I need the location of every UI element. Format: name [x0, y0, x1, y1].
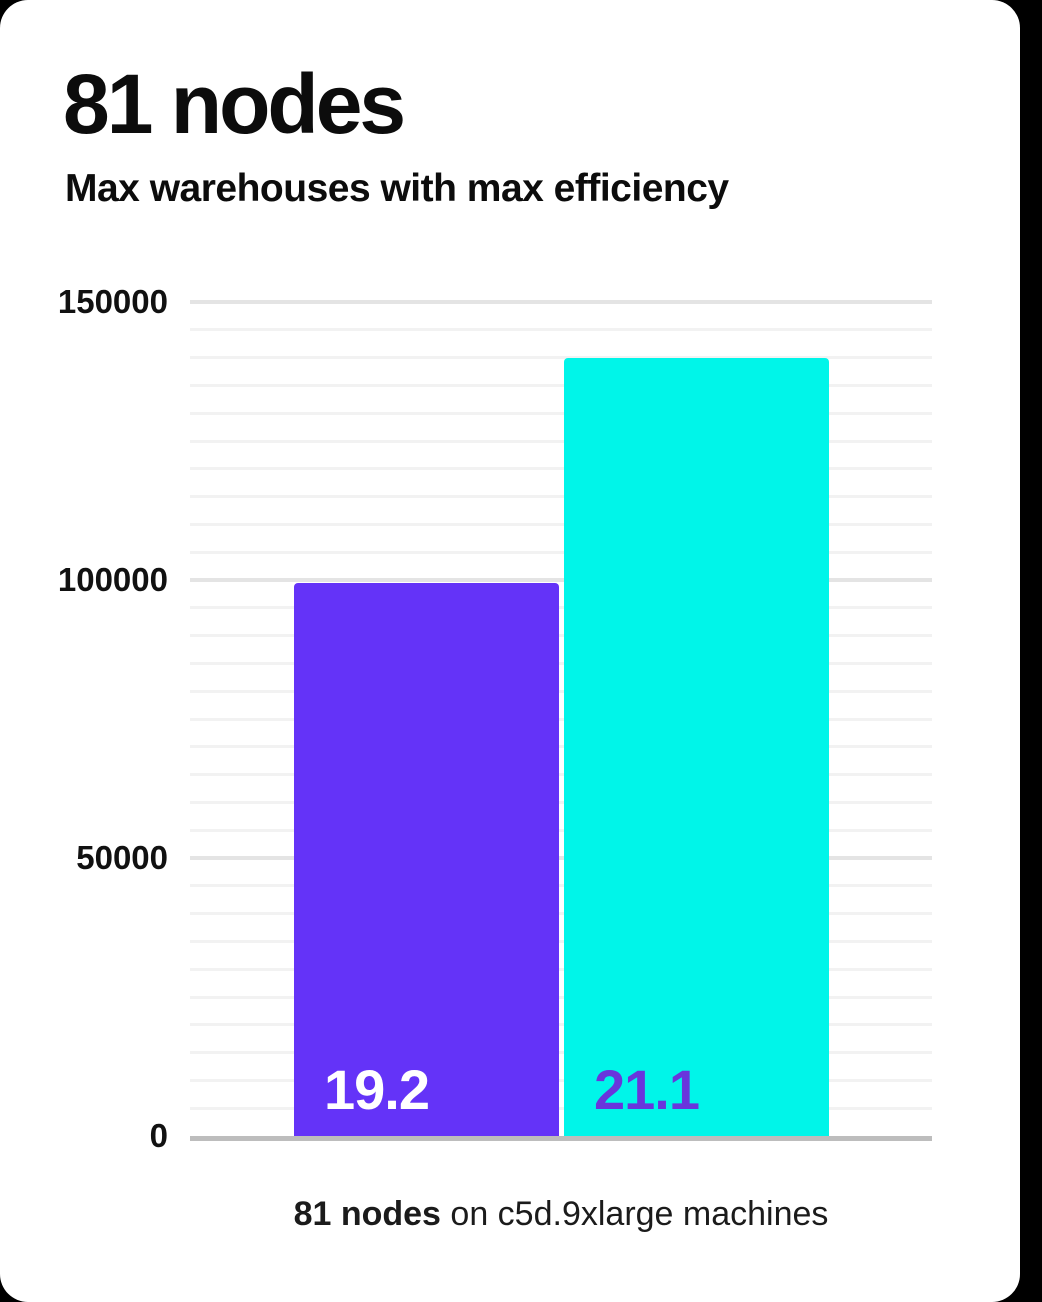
minor-gridline	[190, 996, 932, 999]
major-gridline	[190, 856, 932, 860]
y-tick-label: 100000	[57, 561, 168, 598]
minor-gridline	[190, 328, 932, 331]
bar-chart: 150000 100000 50000 0 19.2 21.1	[57, 283, 932, 1154]
minor-gridline	[190, 356, 932, 359]
minor-gridline	[190, 829, 932, 832]
page-subtitle: Max warehouses with max efficiency	[65, 167, 729, 210]
minor-gridline	[190, 690, 932, 693]
minor-gridline	[190, 440, 932, 443]
y-tick-label: 0	[149, 1117, 168, 1154]
y-tick-label: 50000	[76, 839, 168, 876]
bar-value-label: 19.2	[324, 1058, 430, 1121]
bar-21.1: 21.1	[564, 358, 829, 1136]
minor-gridline	[190, 745, 932, 748]
major-gridline	[190, 578, 932, 582]
minor-gridline	[190, 940, 932, 943]
minor-gridline	[190, 912, 932, 915]
caption-regular-text: on c5d.9xlarge machines	[440, 1195, 829, 1233]
page-title: 81 nodes	[63, 57, 406, 151]
minor-gridline	[190, 718, 932, 721]
minor-gridline	[190, 1079, 932, 1082]
y-tick-label: 150000	[57, 283, 168, 320]
minor-gridline	[190, 884, 932, 887]
minor-gridline	[190, 523, 932, 526]
minor-gridline	[190, 495, 932, 498]
minor-gridline	[190, 1023, 932, 1026]
benchmark-card: 81 nodes Max warehouses with max efficie…	[0, 0, 1020, 1302]
minor-gridline	[190, 1051, 932, 1054]
minor-gridline	[190, 1107, 932, 1110]
minor-gridline	[190, 467, 932, 470]
minor-gridline	[190, 384, 932, 387]
minor-gridline	[190, 551, 932, 554]
minor-gridline	[190, 773, 932, 776]
major-gridline	[190, 300, 932, 304]
minor-gridline	[190, 968, 932, 971]
minor-gridline	[190, 412, 932, 415]
minor-gridline	[190, 662, 932, 665]
minor-gridline	[190, 606, 932, 609]
caption-bold-text: 81 nodes	[293, 1195, 441, 1233]
bar-value-label: 21.1	[594, 1058, 700, 1121]
x-axis-line	[190, 1136, 932, 1141]
minor-gridline	[190, 801, 932, 804]
bar-19.2: 19.2	[294, 583, 559, 1136]
chart-caption: 81 nodes on c5d.9xlarge machines	[190, 1192, 932, 1236]
minor-gridline	[190, 634, 932, 637]
